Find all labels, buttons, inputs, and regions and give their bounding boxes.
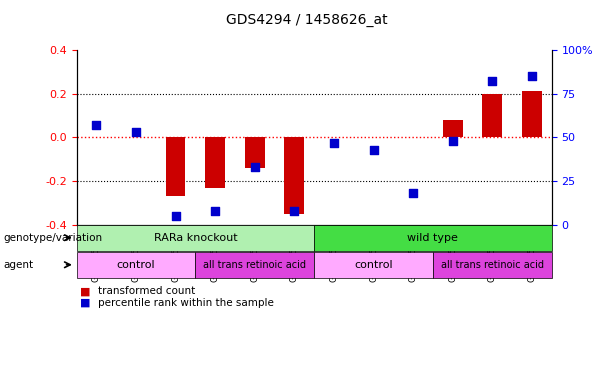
Text: RARa knockout: RARa knockout xyxy=(154,233,237,243)
Bar xyxy=(166,137,186,196)
Point xyxy=(487,78,497,84)
Bar xyxy=(482,94,502,137)
Point xyxy=(368,146,378,152)
Bar xyxy=(205,137,225,187)
Bar xyxy=(284,137,304,214)
Point xyxy=(250,164,260,170)
Point xyxy=(170,213,180,219)
Point xyxy=(91,122,101,128)
Point xyxy=(131,129,141,135)
Text: percentile rank within the sample: percentile rank within the sample xyxy=(98,298,274,308)
Text: control: control xyxy=(116,260,155,270)
Point xyxy=(329,139,339,146)
Point xyxy=(289,208,299,214)
Text: agent: agent xyxy=(3,260,33,270)
Point xyxy=(408,190,418,196)
Point xyxy=(527,73,537,79)
Point xyxy=(448,138,458,144)
Text: wild type: wild type xyxy=(408,233,459,243)
Bar xyxy=(443,120,463,137)
Text: all trans retinoic acid: all trans retinoic acid xyxy=(441,260,544,270)
Text: GDS4294 / 1458626_at: GDS4294 / 1458626_at xyxy=(226,13,387,27)
Text: genotype/variation: genotype/variation xyxy=(3,233,102,243)
Text: ■: ■ xyxy=(80,286,90,296)
Text: control: control xyxy=(354,260,393,270)
Text: ■: ■ xyxy=(80,298,90,308)
Text: transformed count: transformed count xyxy=(98,286,196,296)
Bar xyxy=(522,91,542,137)
Text: all trans retinoic acid: all trans retinoic acid xyxy=(204,260,306,270)
Point xyxy=(210,208,220,214)
Bar xyxy=(245,137,265,168)
